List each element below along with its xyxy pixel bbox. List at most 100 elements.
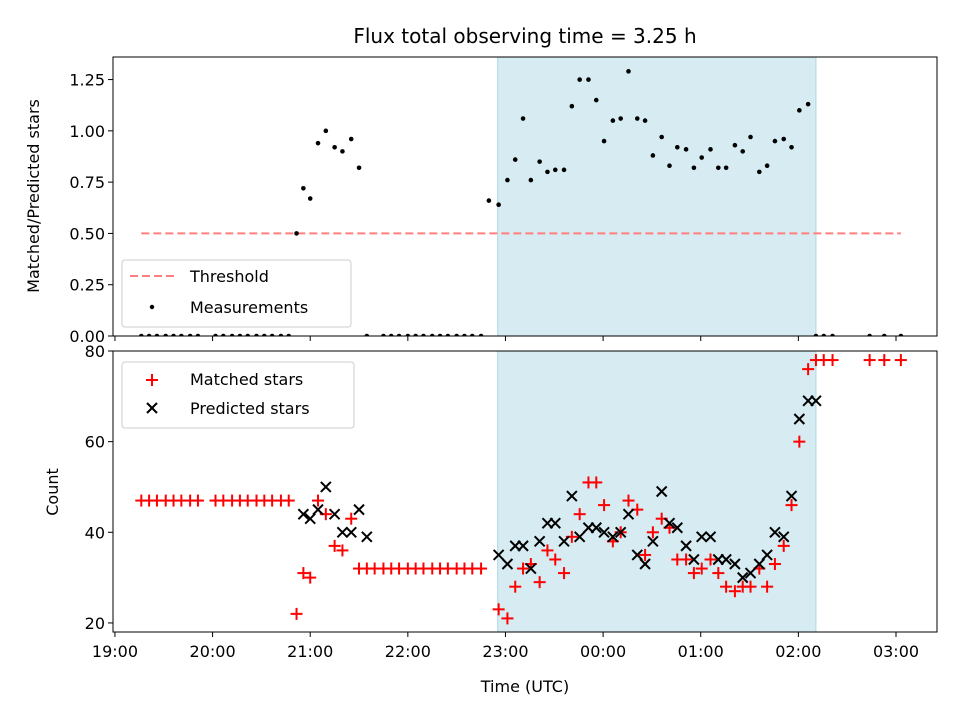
x-tick-label: 21:00	[287, 642, 333, 661]
matched-stars-point	[297, 567, 310, 580]
bottom-y-tick-label: 40	[85, 523, 105, 542]
matched-stars-point	[282, 494, 295, 507]
measurement-point	[528, 177, 534, 183]
predicted-stars-point	[785, 490, 798, 502]
predicted-stars-point	[631, 549, 643, 561]
top-legend-box	[121, 259, 352, 328]
predicted-stars-point	[312, 503, 324, 516]
measurement-point	[821, 333, 827, 336]
measurement-point	[262, 333, 267, 336]
matched-stars-point	[345, 512, 358, 525]
measurement-point	[454, 333, 459, 336]
measurement-point	[437, 333, 443, 336]
matched-stars-point	[290, 607, 303, 620]
top-y-tick-label: 0.75	[69, 173, 105, 192]
top-y-tick-label: 0.00	[69, 327, 105, 346]
measurement-point	[505, 177, 510, 183]
measurement-point	[396, 333, 402, 336]
measurement-point	[139, 333, 144, 336]
measurement-point	[269, 333, 275, 336]
matched-stars-point	[541, 544, 554, 557]
top-y-tick-label: 1.00	[69, 122, 105, 141]
measurement-point	[496, 202, 501, 208]
x-tick-label: 01:00	[678, 642, 724, 661]
measurement-point	[213, 333, 218, 336]
matched-stars-point	[517, 562, 530, 575]
predicted-stars-point	[353, 503, 365, 516]
measurement-point	[421, 333, 426, 336]
x-tick-label: 20:00	[190, 642, 236, 661]
measurement-point	[577, 77, 582, 82]
predicted-stars-point	[304, 512, 316, 525]
predicted-stars-point	[525, 562, 537, 575]
measurement-point	[650, 153, 656, 158]
measurement-point	[286, 333, 292, 336]
measurement-point	[716, 165, 721, 171]
predicted-stars-point	[501, 558, 514, 570]
measurement-point	[699, 155, 705, 160]
matched-stars-point	[312, 494, 325, 507]
predicted-stars-point	[810, 395, 822, 407]
predicted-stars-point	[744, 567, 757, 579]
matched-stars-point	[573, 508, 586, 521]
matched-stars-point	[533, 576, 546, 589]
measurement-point	[708, 147, 713, 152]
measurement-point	[254, 333, 259, 336]
measurement-point	[561, 167, 567, 173]
measurement-point	[154, 333, 160, 336]
predicted-stars-point	[345, 526, 357, 538]
predicted-stars-point	[720, 553, 732, 566]
matched-stars-point	[191, 494, 204, 507]
predicted-stars-point	[558, 535, 570, 548]
measurement-point	[323, 128, 329, 134]
predicted-stars-point	[492, 549, 505, 561]
predicted-stars-point	[753, 558, 766, 570]
matched-stars-point	[720, 580, 733, 593]
bottom-y-tick-label: 60	[85, 433, 105, 452]
measurement-point	[781, 136, 787, 142]
matched-stars-point	[695, 562, 708, 575]
measurement-point	[381, 333, 386, 336]
matched-stars-point	[802, 363, 815, 376]
predicted-stars-point	[336, 526, 349, 538]
bottom-legend-box	[121, 361, 355, 429]
measurement-point	[805, 101, 811, 107]
predicted-stars-point	[614, 526, 627, 538]
top-y-tick-label: 0.25	[69, 276, 105, 295]
matched-stars-point	[785, 499, 798, 512]
legend-matched-label: Matched stars	[190, 370, 303, 389]
measurement-point	[179, 333, 184, 336]
measurement-point	[187, 333, 193, 336]
measurement-point	[667, 163, 672, 169]
predicted-stars-point	[328, 508, 341, 520]
matched-stars-point	[336, 544, 349, 557]
measurement-point	[445, 333, 451, 336]
measurement-point	[388, 333, 394, 336]
predicted-stars-point	[704, 531, 717, 543]
legend-measurements-swatch	[149, 304, 155, 310]
measurement-point	[512, 157, 518, 162]
predicted-stars-point	[566, 490, 578, 502]
matched-stars-point	[680, 553, 693, 566]
legend-predicted-swatch	[146, 402, 158, 414]
measurement-point	[898, 333, 904, 336]
matched-stars-point	[549, 553, 562, 566]
measurement-point	[593, 97, 599, 103]
measurement-point	[675, 144, 680, 150]
predicted-stars-point	[297, 508, 310, 520]
bottom-panel: 20 40 60 80 19:00 20:00 21:00 22:00 23:00 00:00 0…	[43, 342, 938, 696]
legend-measurements-label: Measurements	[190, 298, 308, 317]
measurement-point	[772, 138, 778, 144]
observing-window-span	[497, 56, 817, 337]
measurement-point	[348, 136, 354, 142]
measurement-point	[486, 198, 492, 203]
measurement-point	[764, 163, 770, 169]
matched-stars-point	[712, 567, 725, 580]
measurement-point	[569, 103, 575, 109]
predicted-stars-point	[647, 535, 659, 548]
measurement-point	[748, 134, 753, 140]
measurement-point	[867, 333, 872, 336]
measurement-point	[146, 333, 152, 336]
matched-stars-point	[878, 354, 891, 367]
